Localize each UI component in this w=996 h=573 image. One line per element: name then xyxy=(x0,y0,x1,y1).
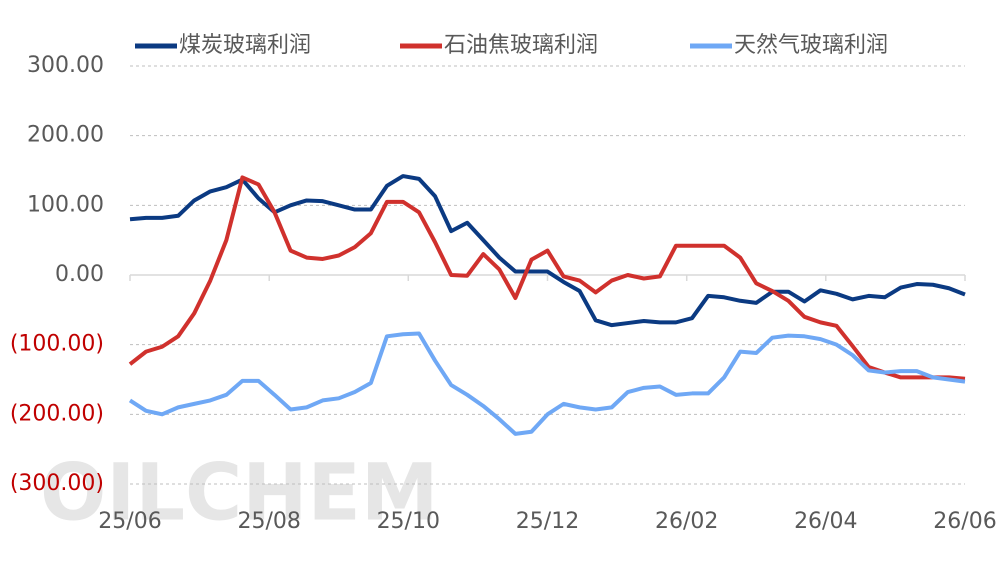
y-tick-label: 300.00 xyxy=(27,53,104,78)
y-tick-label: (200.00) xyxy=(10,401,104,426)
series-line xyxy=(128,175,966,381)
series-line xyxy=(128,331,966,436)
y-tick-label: (300.00) xyxy=(10,471,104,496)
x-tick-label: 25/10 xyxy=(377,509,440,534)
legend-label: 天然气玻璃利润 xyxy=(734,33,888,58)
y-tick-label: 0.00 xyxy=(55,262,104,287)
x-tick-label: 25/08 xyxy=(238,509,301,534)
x-tick-label: 26/06 xyxy=(933,509,996,534)
x-tick-label: 26/04 xyxy=(794,509,857,534)
x-tick-label: 25/06 xyxy=(98,509,161,534)
y-tick-label: (100.00) xyxy=(10,332,104,357)
y-tick-label: 200.00 xyxy=(27,123,104,148)
y-tick-label: 100.00 xyxy=(27,192,104,217)
legend-label: 煤炭玻璃利润 xyxy=(179,33,311,58)
x-tick-label: 26/02 xyxy=(655,509,718,534)
watermark: OILCHEM xyxy=(40,448,438,538)
series-line xyxy=(129,174,966,328)
x-tick-label: 25/12 xyxy=(516,509,579,534)
legend-label: 石油焦玻璃利润 xyxy=(444,33,598,58)
